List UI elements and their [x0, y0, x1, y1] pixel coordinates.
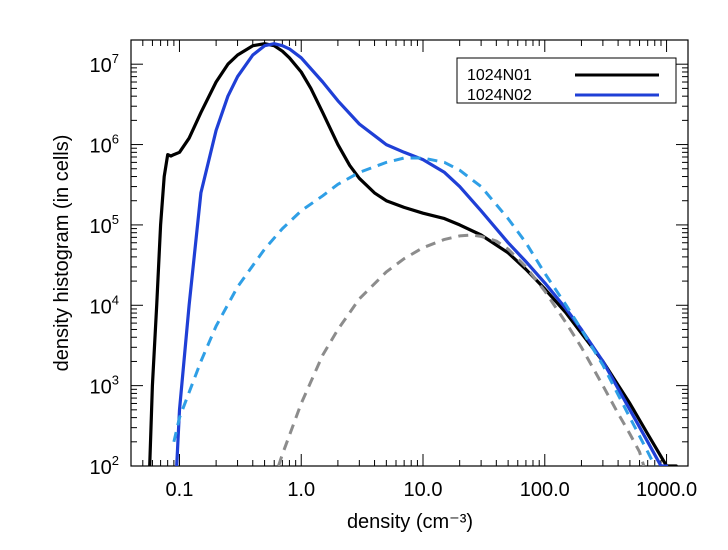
- series-line-s1: [148, 42, 678, 466]
- y-axis-title: density histogram (in cells): [51, 135, 73, 372]
- x-tick-label: 100.0: [520, 479, 570, 501]
- plot-frame: [130, 39, 689, 467]
- y-tick-label: 104: [90, 292, 119, 318]
- series-lines: [148, 42, 678, 466]
- legend: 1024N01 1024N02: [456, 57, 677, 104]
- legend-label: 1024N01: [467, 67, 532, 84]
- y-tick-label: 102: [90, 453, 119, 479]
- x-tick-label: 1000.0: [636, 479, 697, 501]
- series-line-s3: [172, 156, 657, 466]
- tick-labels: 0.1 1.0 10.0 100.0 1000.0 102 103 104 105 106 107: [90, 51, 698, 501]
- axis-ticks: [130, 39, 688, 467]
- x-tick-label: 0.1: [166, 479, 194, 501]
- y-tick-label: 106: [90, 132, 119, 158]
- y-tick-label: 107: [90, 51, 119, 77]
- y-tick-label: 105: [90, 212, 119, 238]
- x-tick-label: 10.0: [404, 479, 443, 501]
- series-line-s2: [175, 42, 669, 466]
- y-tick-label: 103: [90, 373, 119, 399]
- x-axis-title: density (cm⁻³): [347, 511, 473, 533]
- series-line-s4: [277, 233, 646, 466]
- x-tick-label: 1.0: [287, 479, 315, 501]
- legend-label: 1024N02: [467, 87, 532, 104]
